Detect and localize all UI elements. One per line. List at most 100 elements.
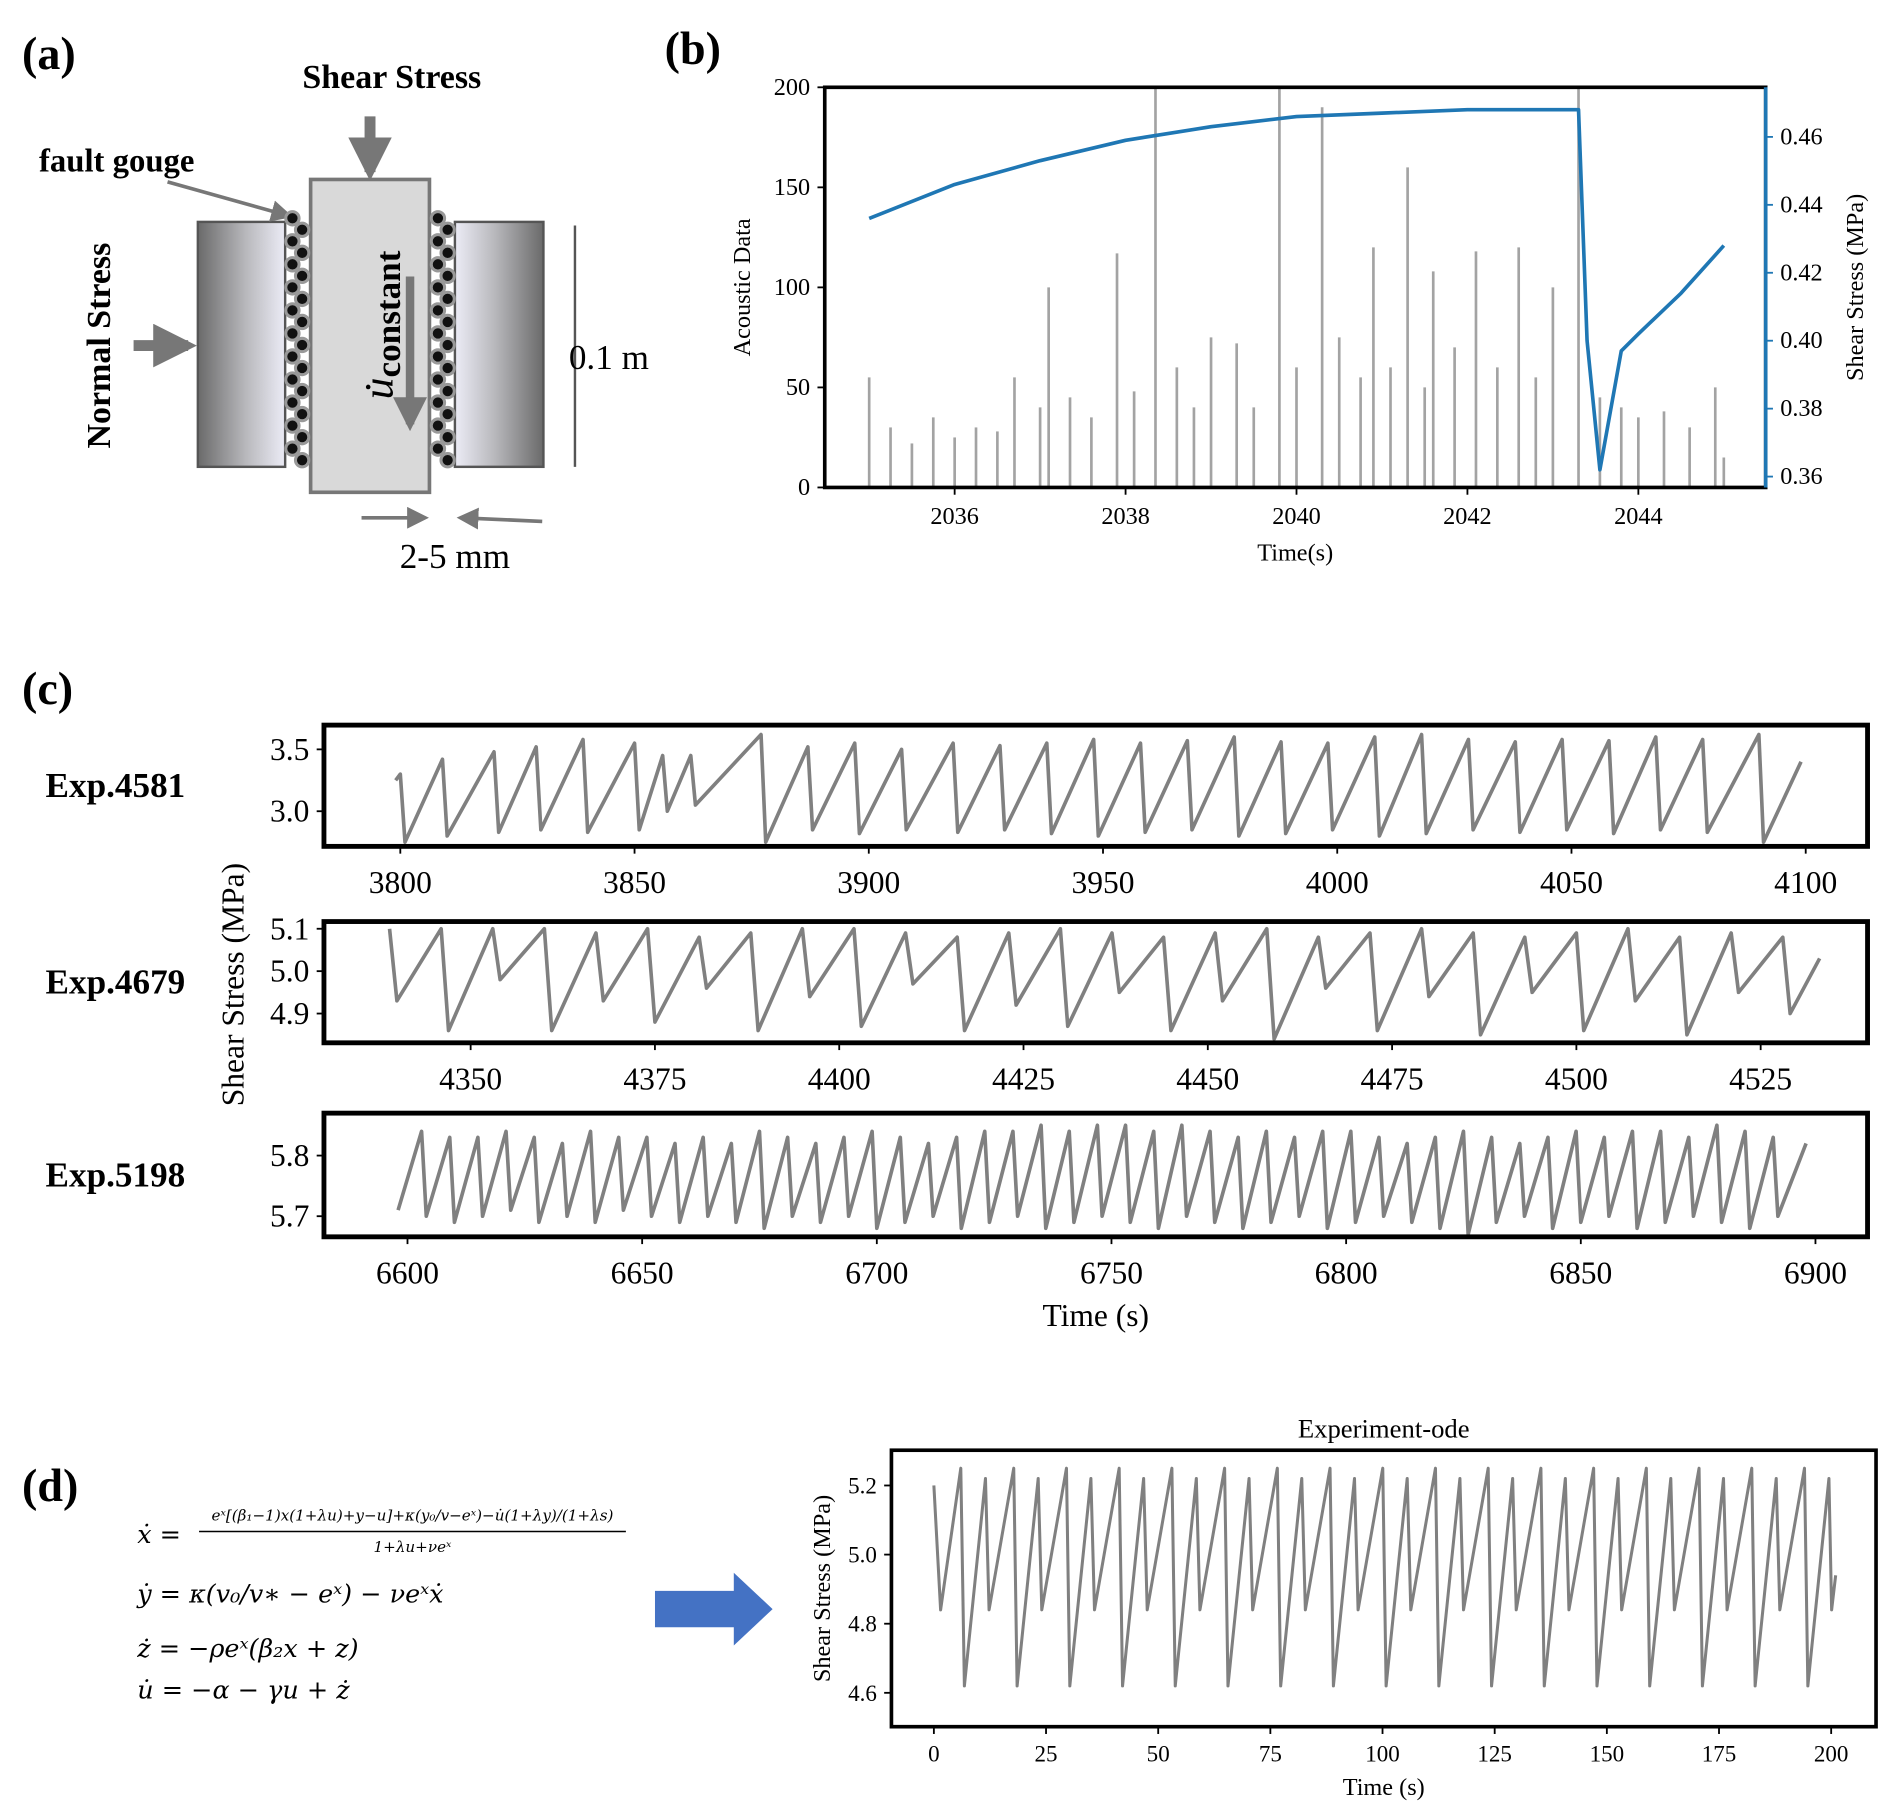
y-tick-label: 5.0 xyxy=(848,1542,877,1568)
gouge-particle xyxy=(429,371,447,388)
gouge-particle xyxy=(429,394,447,411)
x-tick-label: 4450 xyxy=(1176,1062,1239,1097)
label: 0.1 m xyxy=(569,338,649,377)
gouge-particle xyxy=(439,313,456,331)
y-tick-label: 150 xyxy=(774,174,810,201)
equation: u̇ = −α − γu + ż xyxy=(137,1675,350,1705)
velocity-label: u̇constant xyxy=(355,250,408,399)
gouge-particle xyxy=(429,325,447,342)
gouge-particle xyxy=(293,382,311,400)
x-tick-label: 6700 xyxy=(845,1256,908,1291)
gouge-particle xyxy=(439,359,456,377)
series-line xyxy=(396,1123,1808,1237)
gouge-particle xyxy=(284,256,301,273)
side-block xyxy=(196,220,287,469)
x-tick-label: 6800 xyxy=(1315,1256,1378,1291)
y2-tick-label: 0.40 xyxy=(1780,327,1822,354)
x-tick-label: 4350 xyxy=(439,1062,502,1097)
x-tick-label: 3850 xyxy=(603,865,666,900)
gouge-particle xyxy=(284,371,301,388)
y2-tick-label: 0.46 xyxy=(1780,123,1822,150)
chart-title: Experiment-ode xyxy=(1298,1413,1470,1443)
x-tick-label: 4050 xyxy=(1540,865,1603,900)
plot-area xyxy=(394,732,1803,844)
gouge-particle xyxy=(284,348,301,365)
x-tick-label: 50 xyxy=(1147,1740,1170,1766)
gouge-particle xyxy=(284,279,301,296)
subscript: constant xyxy=(369,250,408,377)
x-tick-label: 75 xyxy=(1259,1740,1282,1766)
panel-label: (d) xyxy=(22,1460,78,1511)
y-tick-label: 5.1 xyxy=(270,911,309,946)
y-tick-label: 5.0 xyxy=(270,954,309,989)
gouge-particle xyxy=(439,244,456,262)
gouge-particle xyxy=(439,290,456,308)
plot-frame xyxy=(321,919,1870,1046)
y-axis-label: Shear Stress (MPa) xyxy=(216,863,251,1106)
x-tick-label: 200 xyxy=(1814,1740,1849,1766)
side-block xyxy=(453,220,545,469)
x-tick-label: 2038 xyxy=(1101,503,1150,530)
x-tick-label: 2042 xyxy=(1443,503,1492,530)
x-tick-label: 6600 xyxy=(376,1256,439,1291)
gouge-particle xyxy=(284,302,301,319)
equation: ẋ = xyxy=(137,1520,181,1550)
gouge-particle xyxy=(439,382,456,400)
series-line xyxy=(387,926,1822,1041)
x-tick-label: 6850 xyxy=(1549,1256,1612,1291)
plot-frame xyxy=(889,1448,1878,1729)
panel-label: (c) xyxy=(22,663,73,714)
gouge-particle xyxy=(293,267,311,285)
x-tick-label: 4475 xyxy=(1361,1062,1424,1097)
gouge-particle xyxy=(293,290,311,308)
x-tick-label: 6650 xyxy=(611,1256,674,1291)
experiment-label: Exp.4581 xyxy=(46,766,186,805)
gouge-particle xyxy=(429,210,447,227)
gouge-particle xyxy=(284,417,301,434)
x-tick-label: 125 xyxy=(1477,1740,1512,1766)
gap-arrow xyxy=(456,507,543,530)
x-tick-label: 150 xyxy=(1590,1740,1625,1766)
gouge-particle xyxy=(429,256,447,273)
series-line xyxy=(932,1466,1838,1688)
x-tick-label: 0 xyxy=(928,1740,940,1766)
experiment-label: Exp.4679 xyxy=(46,963,186,1002)
label: fault gouge xyxy=(39,143,194,179)
x-axis-label: Time(s) xyxy=(1257,539,1333,566)
x-tick-label: 4400 xyxy=(808,1062,871,1097)
gouge-particle xyxy=(284,394,301,411)
y-tick-label: 100 xyxy=(774,274,810,301)
x-tick-label: 6900 xyxy=(1784,1256,1847,1291)
x-tick-label: 3900 xyxy=(837,865,900,900)
plot-frame xyxy=(321,722,1870,849)
y2-tick-label: 0.42 xyxy=(1780,259,1822,286)
y-tick-label: 3.0 xyxy=(270,794,309,829)
gouge-particle xyxy=(293,244,311,262)
gouge-particle xyxy=(284,325,301,342)
x-tick-label: 2036 xyxy=(930,503,979,530)
gouge-particle xyxy=(439,221,456,238)
gouge-particle xyxy=(293,451,311,469)
x-tick-label: 3800 xyxy=(369,865,432,900)
gouge-particle xyxy=(439,428,456,446)
gouge-particle xyxy=(284,440,301,457)
x-tick-label: 4525 xyxy=(1729,1062,1792,1097)
y-axis-label: Acoustic Data xyxy=(729,218,756,356)
y2-tick-label: 0.36 xyxy=(1780,463,1822,490)
gouge-particle xyxy=(439,451,456,469)
y-tick-label: 0 xyxy=(798,474,810,501)
equation: ż = −ρeˣ(β₂x + z) xyxy=(136,1634,358,1664)
equation: ẏ = κ(v₀/v∗ − eˣ) − νeˣẋ xyxy=(136,1580,443,1610)
x-tick-label: 4375 xyxy=(623,1062,686,1097)
chart: 0 25 50 75 100 125 150 175 200 4.6 4.8 5.0 5.2 Experi… xyxy=(809,1413,1878,1801)
x-tick-label: 4100 xyxy=(1774,865,1837,900)
y-tick-label: 5.7 xyxy=(270,1199,309,1234)
gouge-particle xyxy=(293,313,311,331)
y-tick-label: 5.2 xyxy=(848,1472,877,1498)
chart: 6600 6650 6700 6750 6800 6850 6900 5.7 5.8 Time (… xyxy=(46,1110,1870,1333)
gouge-particle xyxy=(293,405,311,423)
label: 2-5 mm xyxy=(400,537,510,576)
y2-tick-label: 0.44 xyxy=(1780,191,1822,218)
flow-arrow xyxy=(654,1572,773,1646)
